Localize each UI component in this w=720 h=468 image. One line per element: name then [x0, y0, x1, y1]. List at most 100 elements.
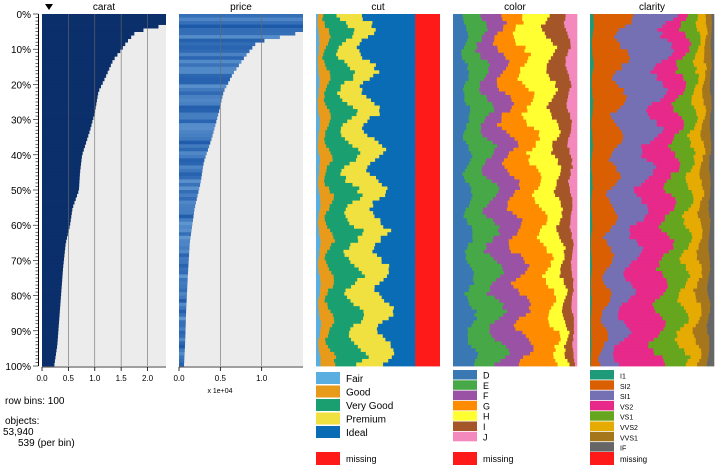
category-segment — [590, 102, 594, 106]
category-segment — [324, 49, 338, 54]
objects-per-bin: 539 (per bin) — [18, 438, 75, 449]
category-segment — [684, 285, 698, 289]
value-bar — [42, 211, 72, 216]
category-segment — [592, 137, 624, 142]
category-segment — [688, 246, 699, 251]
category-segment — [680, 161, 695, 166]
category-segment — [591, 232, 606, 237]
value-bar — [179, 21, 303, 25]
category-segment — [699, 207, 709, 212]
category-segment — [522, 218, 548, 223]
category-segment — [590, 358, 592, 363]
category-segment — [453, 263, 471, 268]
category-segment — [689, 45, 699, 50]
value-bar — [179, 285, 188, 289]
category-segment — [316, 102, 319, 106]
category-segment — [474, 281, 493, 286]
category-segment — [530, 309, 550, 314]
category-segment — [340, 87, 363, 92]
category-segment — [507, 154, 531, 159]
category-segment — [684, 218, 701, 223]
category-segment — [488, 112, 503, 117]
category-segment — [552, 144, 568, 149]
category-segment — [461, 49, 476, 54]
category-segment — [660, 35, 687, 40]
category-segment — [695, 295, 709, 300]
category-segment — [539, 228, 557, 233]
category-segment — [617, 109, 647, 113]
category-segment — [600, 316, 619, 321]
category-segment — [593, 17, 632, 22]
category-segment — [705, 21, 713, 25]
category-segment — [591, 200, 611, 205]
legend-swatch — [590, 370, 614, 380]
category-segment — [674, 154, 694, 159]
category-segment — [710, 91, 715, 96]
missing-segment — [415, 147, 440, 152]
value-bar — [179, 235, 191, 240]
category-segment — [608, 197, 642, 201]
category-segment — [567, 144, 578, 149]
value-bar — [42, 144, 85, 149]
category-segment — [453, 348, 476, 353]
category-segment — [685, 52, 696, 57]
category-segment — [676, 330, 693, 335]
category-segment — [558, 232, 573, 237]
category-segment — [662, 24, 682, 29]
category-segment — [513, 285, 549, 289]
category-segment — [316, 21, 318, 25]
category-segment — [481, 126, 503, 131]
category-segment — [660, 98, 676, 103]
legend-label: J — [483, 432, 488, 442]
category-segment — [592, 225, 612, 230]
category-segment — [453, 204, 470, 208]
category-segment — [466, 253, 491, 258]
category-segment — [562, 207, 573, 212]
category-segment — [590, 130, 593, 135]
category-segment — [453, 344, 472, 349]
category-segment — [592, 91, 624, 96]
category-segment — [613, 348, 654, 353]
category-segment — [469, 302, 504, 307]
value-bar — [42, 260, 64, 265]
value-bar — [179, 197, 197, 201]
category-segment — [603, 344, 615, 349]
value-bar — [42, 179, 80, 184]
category-segment — [570, 228, 578, 233]
category-segment — [320, 323, 333, 328]
category-segment — [513, 35, 547, 40]
category-segment — [319, 80, 330, 85]
category-segment — [340, 126, 363, 131]
category-segment — [591, 306, 606, 311]
category-segment — [453, 116, 469, 120]
category-segment — [318, 214, 325, 219]
category-segment — [590, 330, 592, 335]
category-segment — [325, 253, 345, 258]
category-segment — [530, 52, 554, 57]
category-segment — [333, 358, 363, 363]
category-segment — [567, 52, 578, 57]
category-segment — [673, 17, 687, 22]
value-bar — [179, 351, 185, 356]
value-bar — [42, 316, 60, 321]
category-segment — [592, 154, 612, 159]
category-segment — [319, 77, 331, 82]
value-bar — [179, 306, 187, 311]
missing-segment — [415, 309, 440, 314]
x-tick-label: 2.0 — [142, 374, 154, 383]
value-bar — [42, 362, 55, 367]
category-segment — [546, 281, 565, 286]
category-segment — [319, 42, 329, 47]
category-segment — [320, 285, 334, 289]
category-segment — [590, 355, 592, 360]
category-segment — [550, 260, 563, 265]
category-segment — [358, 147, 387, 152]
category-segment — [590, 232, 592, 237]
category-segment — [548, 59, 567, 64]
category-segment — [710, 73, 715, 78]
category-segment — [591, 341, 605, 346]
category-segment — [700, 130, 711, 135]
category-segment — [379, 197, 416, 201]
category-segment — [561, 263, 572, 268]
